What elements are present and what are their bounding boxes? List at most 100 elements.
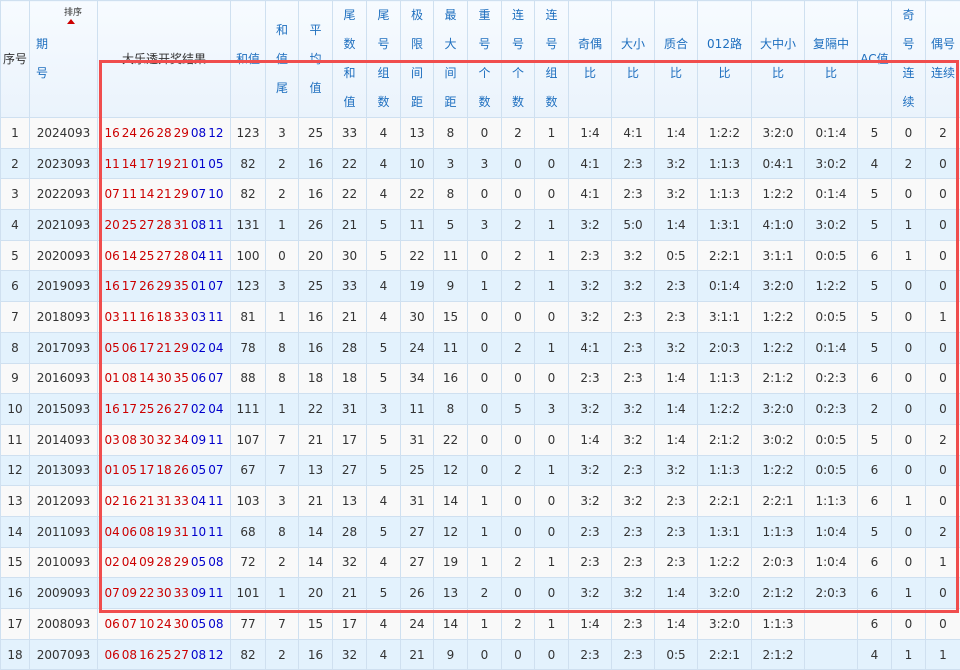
stat-cell: 3	[266, 486, 299, 517]
stat-cell: 2:3	[569, 516, 612, 547]
stat-cell: 1:2:2	[698, 547, 752, 578]
front-ball-number: 07	[105, 187, 120, 201]
stat-cell: 2	[502, 609, 535, 640]
front-ball-number: 28	[156, 555, 171, 569]
stat-cell: 2:1:2	[698, 424, 752, 455]
stat-cell: 6	[858, 486, 892, 517]
stat-cell: 3:1:1	[752, 240, 805, 271]
stat-cell: 17	[333, 609, 367, 640]
back-ball-number: 07	[208, 279, 223, 293]
stat-cell: 3:2	[569, 302, 612, 333]
back-ball-number: 05	[191, 555, 206, 569]
stat-cell: 2:1:2	[752, 578, 805, 609]
stat-cell: 4	[858, 148, 892, 179]
stat-cell: 3:2	[655, 332, 698, 363]
stat-cell: 5:0	[612, 210, 655, 241]
stat-cell: 3	[468, 148, 502, 179]
stat-cell: 0	[535, 639, 569, 670]
column-header: 大中小比	[752, 1, 805, 118]
stat-cell: 3:2:0	[752, 118, 805, 149]
stat-cell: 3:2	[655, 179, 698, 210]
row-number-cell: 7	[1, 302, 30, 333]
stat-cell: 2	[502, 240, 535, 271]
column-header-issue[interactable]: 期号排序	[30, 1, 98, 118]
front-ball-number: 03	[105, 310, 120, 324]
stat-cell: 15	[434, 302, 468, 333]
stat-cell: 1	[535, 609, 569, 640]
issue-cell: 2020093	[30, 240, 98, 271]
stat-cell: 27	[401, 516, 434, 547]
stat-cell: 0	[892, 609, 926, 640]
stat-cell: 2:3	[612, 455, 655, 486]
front-ball-number: 06	[122, 525, 137, 539]
stat-cell: 0	[502, 363, 535, 394]
stat-cell: 82	[231, 639, 266, 670]
stat-cell: 2	[266, 639, 299, 670]
sort-arrow-up-icon	[67, 19, 75, 24]
stat-cell: 0	[892, 547, 926, 578]
stat-cell: 3:2	[655, 455, 698, 486]
stat-cell: 0	[535, 179, 569, 210]
stat-cell: 16	[299, 639, 333, 670]
sort-button[interactable]: 排序	[64, 7, 82, 24]
front-ball-number: 29	[174, 341, 189, 355]
stat-cell: 88	[231, 363, 266, 394]
front-ball-number: 33	[174, 494, 189, 508]
front-ball-number: 30	[156, 586, 171, 600]
stat-cell: 32	[333, 639, 367, 670]
stat-cell: 4	[367, 609, 401, 640]
stat-cell: 33	[333, 271, 367, 302]
stat-cell: 0	[926, 578, 960, 609]
stat-cell: 1:4	[569, 609, 612, 640]
stat-cell: 131	[231, 210, 266, 241]
stat-cell: 9	[434, 639, 468, 670]
row-number-cell: 11	[1, 424, 30, 455]
column-header: 序号	[1, 1, 30, 118]
stat-cell: 1:1:3	[752, 516, 805, 547]
stat-cell: 0	[535, 363, 569, 394]
back-ball-number: 11	[208, 433, 223, 447]
stat-cell: 0	[502, 516, 535, 547]
front-ball-number: 25	[139, 249, 154, 263]
front-ball-number: 11	[105, 157, 120, 171]
stat-cell: 1	[468, 516, 502, 547]
stat-cell: 2:3	[569, 547, 612, 578]
front-ball-number: 17	[139, 463, 154, 477]
stat-cell: 5	[434, 210, 468, 241]
stat-cell: 21	[299, 486, 333, 517]
front-ball-number: 21	[156, 187, 171, 201]
back-ball-number: 11	[208, 310, 223, 324]
stat-cell: 0	[468, 302, 502, 333]
stat-cell: 101	[231, 578, 266, 609]
column-header: 奇号连续	[892, 1, 926, 118]
stat-cell: 0:2:3	[805, 363, 858, 394]
stat-cell: 1	[892, 578, 926, 609]
stat-cell: 4	[367, 271, 401, 302]
stat-cell: 0	[892, 516, 926, 547]
stat-cell: 22	[434, 424, 468, 455]
stat-cell: 28	[333, 332, 367, 363]
row-number-cell: 9	[1, 363, 30, 394]
row-number-cell: 6	[1, 271, 30, 302]
column-header: 复隔中比	[805, 1, 858, 118]
